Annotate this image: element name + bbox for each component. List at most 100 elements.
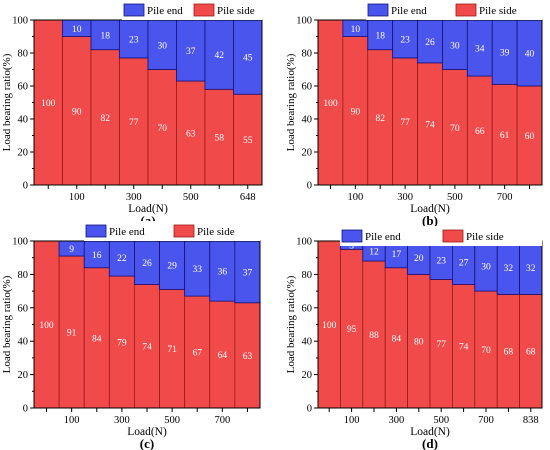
data-label-pile-end: 16 <box>92 251 102 261</box>
x-tick-label: 838 <box>523 415 539 426</box>
data-label-pile-end: 39 <box>500 49 510 59</box>
data-label-pile-side: 100 <box>323 99 338 109</box>
data-label-pile-end: 23 <box>436 257 446 267</box>
data-label-pile-side: 90 <box>72 107 82 117</box>
x-axis-label: Load(N) <box>410 426 450 438</box>
legend-swatch-pile-end <box>85 224 107 238</box>
panel-label: (b) <box>422 213 438 228</box>
y-tick-label: 40 <box>302 115 313 126</box>
data-label-pile-end: 26 <box>425 38 435 48</box>
data-label-pile-side: 91 <box>67 329 77 339</box>
bar-pile-end <box>491 19 518 85</box>
x-tick-label: 500 <box>183 192 199 203</box>
data-label-pile-side: 55 <box>243 136 253 146</box>
chart-panel-2: 100 90 10 82 18 77 23 74 26 70 30 66 34 61 39 60 40 0 20 40… <box>285 0 543 228</box>
data-label-pile-side: 74 <box>459 343 469 353</box>
legend-swatch-pile-end <box>341 229 363 243</box>
chart-panel-3: 100 91 9 84 16 79 22 74 26 71 29 67 33 64 36 63 37 0 20 40 6… <box>1 221 261 450</box>
y-tick-label: 0 <box>23 404 28 415</box>
chart-panel-1: 100 90 10 82 18 77 23 70 30 63 37 58 42 55 45 0 20 40 60 80… <box>1 0 263 228</box>
bar-pile-side <box>442 69 468 186</box>
bar-pile-side <box>233 93 263 186</box>
data-label-pile-end: 32 <box>526 264 536 274</box>
data-label-pile-side: 64 <box>218 351 228 361</box>
bar-pile-side <box>58 255 85 409</box>
data-label-pile-end: 42 <box>215 51 225 61</box>
legend-box <box>340 226 542 246</box>
bar-pile-end <box>134 240 160 285</box>
x-tick-label: 500 <box>164 415 180 426</box>
data-label-pile-end: 40 <box>525 50 535 60</box>
data-label-pile-side: 70 <box>481 346 491 356</box>
data-label-pile-side: 100 <box>39 321 54 331</box>
legend-box <box>84 221 260 241</box>
data-label-pile-side: 90 <box>351 107 361 117</box>
data-label-pile-side: 84 <box>92 334 102 344</box>
x-tick-label: 100 <box>344 415 360 426</box>
y-tick-label: 60 <box>18 303 29 314</box>
y-tick-label: 80 <box>18 270 29 281</box>
y-tick-label: 80 <box>302 270 313 281</box>
data-label-pile-end: 30 <box>158 41 168 51</box>
data-label-pile-end: 33 <box>192 265 202 275</box>
data-label-pile-end: 10 <box>72 25 82 35</box>
data-label-pile-end: 5 <box>349 242 354 252</box>
data-label-pile-side: 68 <box>526 348 536 358</box>
x-tick-label: 500 <box>433 415 449 426</box>
data-label-pile-end: 36 <box>218 268 228 278</box>
y-tick-label: 20 <box>302 370 313 381</box>
bar-pile-side <box>62 36 92 186</box>
data-label-pile-side: 100 <box>322 321 337 331</box>
y-tick-label: 80 <box>18 49 29 60</box>
data-label-pile-side: 63 <box>243 352 253 362</box>
data-label-pile-side: 70 <box>450 124 460 134</box>
data-label-pile-side: 79 <box>117 339 127 349</box>
data-label-pile-side: 66 <box>475 127 485 137</box>
y-tick-label: 100 <box>296 16 312 27</box>
legend-swatch-pile-end <box>367 3 389 17</box>
x-tick-label: 700 <box>478 415 494 426</box>
data-label-pile-side: 61 <box>500 131 510 141</box>
legend-swatch-pile-side <box>193 3 215 17</box>
y-tick-label: 0 <box>307 181 312 192</box>
bar-pile-side <box>184 295 211 409</box>
x-tick-label: 700 <box>497 192 513 203</box>
data-label-pile-side: 100 <box>41 99 56 109</box>
y-tick-label: 100 <box>296 237 312 248</box>
legend: Pile end Pile side <box>340 226 542 246</box>
bar-pile-end <box>233 19 263 95</box>
x-tick-label: 648 <box>240 192 256 203</box>
x-tick-label: 100 <box>64 415 80 426</box>
data-label-pile-end: 23 <box>129 35 139 45</box>
legend-label-pile-end: Pile end <box>365 231 401 243</box>
bar-pile-end <box>147 19 177 70</box>
data-label-pile-side: 80 <box>414 338 424 348</box>
legend-box <box>122 0 262 20</box>
x-tick-label: 100 <box>69 192 85 203</box>
bar-pile-end <box>90 19 120 51</box>
bar-pile-end <box>204 19 234 90</box>
legend-label-pile-side: Pile side <box>217 5 255 17</box>
y-tick-label: 0 <box>23 181 28 192</box>
legend-label-pile-side: Pile side <box>479 5 517 17</box>
panel-label: (c) <box>140 436 154 450</box>
data-label-pile-end: 20 <box>414 254 424 264</box>
legend: Pile end Pile side <box>122 0 262 20</box>
bar-pile-side <box>209 300 236 409</box>
y-axis-label: Load bearing ratio(%) <box>285 275 297 373</box>
data-label-pile-end: 17 <box>392 250 402 260</box>
y-tick-label: 20 <box>302 148 313 159</box>
data-label-pile-side: 82 <box>375 114 385 124</box>
data-label-pile-end: 32 <box>504 264 514 274</box>
y-tick-label: 100 <box>12 16 28 27</box>
data-label-pile-end: 27 <box>459 258 469 268</box>
y-tick-label: 60 <box>302 303 313 314</box>
bar-pile-side <box>83 267 110 409</box>
bar-pile-side <box>108 275 135 409</box>
data-label-pile-side: 77 <box>436 340 446 350</box>
bar-pile-side <box>392 57 418 186</box>
data-label-pile-end: 34 <box>475 45 485 55</box>
data-label-pile-end: 30 <box>450 41 460 51</box>
legend-box <box>366 0 542 20</box>
